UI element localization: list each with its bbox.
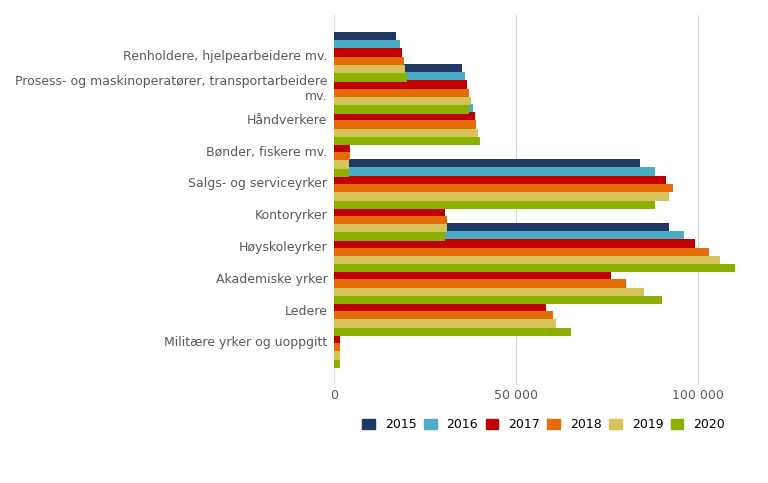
Legend: 2015, 2016, 2017, 2018, 2019, 2020: 2015, 2016, 2017, 2018, 2019, 2020 [360,416,727,434]
Bar [334,64,462,72]
Bar [334,72,465,80]
Bar [334,159,641,167]
Bar [334,287,644,296]
Bar [334,80,467,88]
Bar [334,263,597,271]
Bar [334,359,340,368]
Bar [334,224,447,232]
Bar [334,303,545,311]
Bar [334,120,476,128]
Bar [334,128,478,137]
Bar [334,326,340,335]
Bar [334,319,557,328]
Bar [334,95,469,104]
Bar [334,88,469,97]
Bar [334,160,349,169]
Bar [334,184,673,192]
Bar [334,167,655,176]
Bar [334,48,402,57]
Bar [334,105,469,114]
Bar [334,57,404,65]
Bar [334,351,340,359]
Bar [334,286,535,295]
Bar [334,247,710,256]
Bar [334,192,669,200]
Bar [334,255,582,263]
Bar [334,232,445,241]
Bar [334,65,406,73]
Bar [334,223,669,231]
Bar [334,199,445,207]
Bar [334,104,473,112]
Bar [334,256,720,264]
Bar [334,32,396,40]
Bar [334,296,662,304]
Bar [334,176,666,184]
Bar [334,271,611,279]
Bar [334,136,351,144]
Bar [334,40,400,48]
Bar [334,231,684,239]
Bar [334,97,471,105]
Bar [334,73,407,82]
Bar [334,191,444,199]
Bar [334,112,475,120]
Bar [334,295,542,303]
Bar [334,239,695,247]
Bar [334,216,447,224]
Bar [334,127,351,136]
Bar [334,137,480,145]
Bar [334,264,735,272]
Bar [334,328,571,336]
Bar [334,318,340,326]
Bar [334,169,349,177]
Bar [334,279,626,287]
Bar [334,335,340,343]
Bar [334,152,349,160]
Bar [334,311,553,319]
Bar [334,144,350,152]
Bar [334,200,655,209]
Bar [334,207,445,216]
Bar [334,343,340,351]
